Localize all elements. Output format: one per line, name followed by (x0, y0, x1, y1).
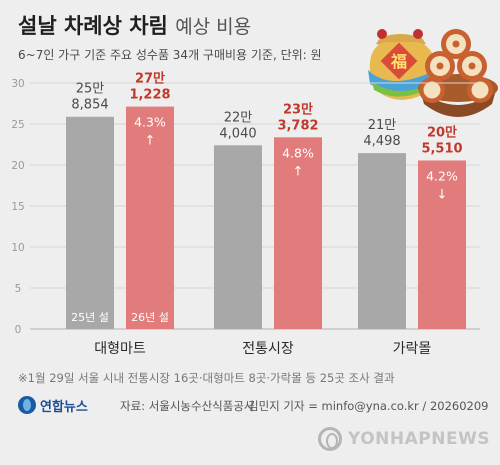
rice-cake-plate-icon (418, 29, 498, 117)
bar-25-2 (358, 153, 406, 329)
y-tick-label: 25 (11, 119, 24, 131)
y-tick-label: 20 (11, 160, 24, 172)
change-percent: 4.8% (282, 145, 314, 160)
value-label-25-bottom: 4,498 (363, 134, 400, 149)
value-label-26-bottom: 1,228 (129, 88, 170, 103)
value-label-26-bottom: 3,782 (277, 118, 318, 133)
x-category-label: 가락몰 (393, 341, 432, 357)
title-light: 예상 비용 (175, 16, 252, 38)
value-label-26-top: 27만 (135, 71, 165, 87)
value-label-25-bottom: 8,854 (71, 98, 108, 113)
yonhap-logo-text: 연합뉴스 (40, 399, 88, 415)
y-tick-label: 10 (11, 242, 24, 254)
change-percent: 4.3% (134, 115, 166, 130)
x-axis-ticks: 대형마트 전통시장 가락몰 (94, 341, 431, 357)
yonhap-logo: 연합뉴스 (18, 394, 88, 416)
decor-illustration: 福 (368, 29, 498, 117)
legend-25: 25년 설 (71, 311, 109, 324)
watermark-text: YONHAPNEWS (348, 429, 491, 449)
legend-26: 26년 설 (131, 311, 169, 324)
bar-25-1 (214, 145, 262, 329)
y-tick-label: 5 (15, 283, 22, 295)
change-arrow-icon: ↑ (145, 134, 156, 149)
change-arrow-icon: ↑ (293, 164, 304, 179)
change-percent: 4.2% (426, 168, 458, 183)
bar-26-0 (126, 106, 174, 329)
chart-subtitle: 6~7인 가구 기준 주요 성수품 34개 구매비용 기준, 단위: 원 (18, 48, 322, 62)
change-arrow-icon: ↓ (437, 187, 448, 202)
y-tick-label: 30 (11, 78, 24, 90)
value-label-25-bottom: 4,040 (219, 126, 256, 141)
source-text: 자료: 서울시농수산식품공사 (120, 399, 255, 413)
value-label-25-top: 22만 (224, 110, 253, 125)
y-tick-label: 0 (15, 324, 22, 336)
y-axis-ticks: 0 5 10 15 20 25 30 (11, 78, 24, 336)
value-label-25-top: 25만 (76, 82, 105, 97)
y-tick-label: 15 (11, 201, 24, 213)
title-bold: 설날 차례상 차림 (18, 14, 168, 38)
watermark-icon (318, 427, 342, 451)
x-category-label: 대형마트 (94, 341, 146, 357)
page-title: 설날 차례상 차림 예상 비용 (18, 10, 251, 40)
value-label-25-top: 21만 (368, 118, 397, 133)
bar-26-2 (418, 160, 466, 329)
lucky-pouch-icon: 福 (368, 29, 436, 100)
value-label-26-top: 20만 (427, 124, 457, 140)
x-category-label: 전통시장 (242, 341, 294, 357)
pouch-character: 福 (390, 52, 407, 71)
yonhap-logo-icon (18, 396, 36, 414)
value-label-26-bottom: 5,510 (421, 141, 462, 156)
credit-text: 김민지 기자 = minfo@yna.co.kr / 20260209 (248, 399, 489, 413)
watermark: YONHAPNEWS (318, 424, 490, 454)
bar-26-1 (274, 137, 322, 329)
value-label-26-top: 23만 (283, 101, 313, 117)
footnote: ※1월 29일 서울 시내 전통시장 16곳·대형마트 8곳·가락몰 등 25곳… (18, 371, 395, 385)
chart-bars (66, 106, 466, 329)
bar-25-0 (66, 116, 114, 329)
